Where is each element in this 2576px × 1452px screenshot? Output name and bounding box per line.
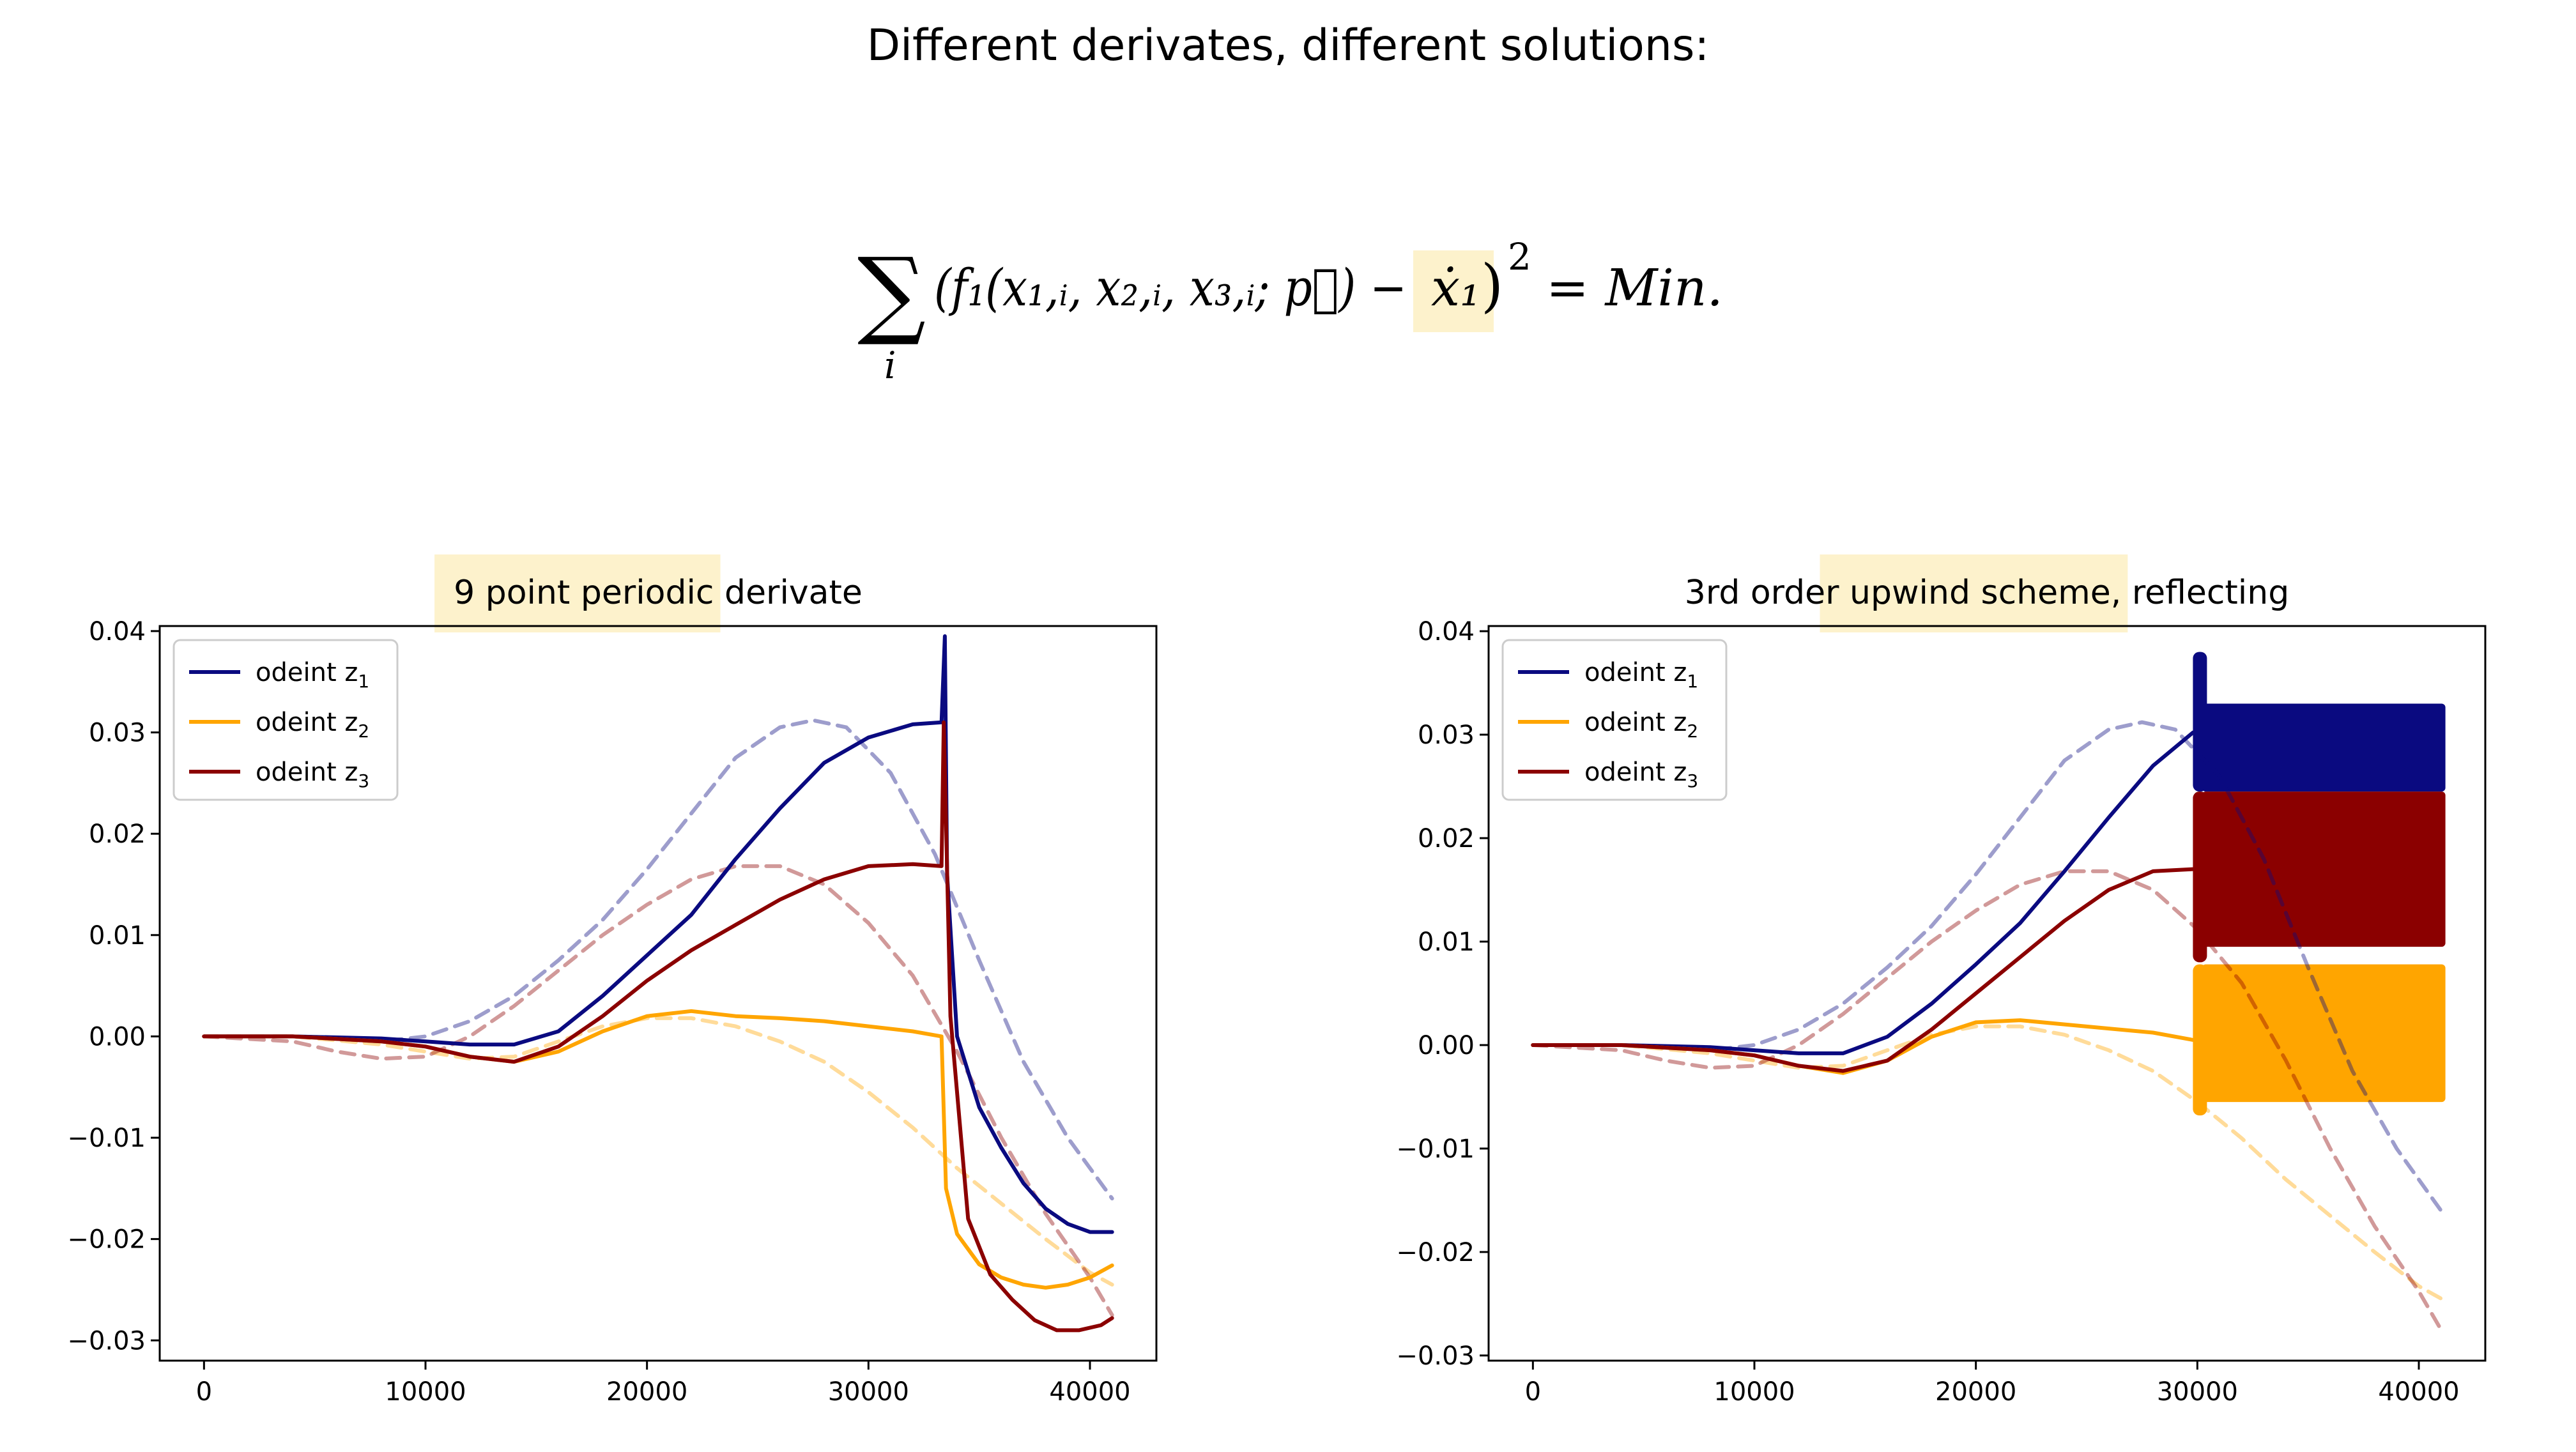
slide-title: Different derivates, different solutions… — [866, 20, 1710, 71]
chart-0-ytick-label-3: 0.01 — [89, 921, 146, 951]
chart-1-series-2-solid — [1531, 867, 2195, 1073]
chart-1-series-4-dashed — [1531, 1024, 2443, 1301]
chart-1-ytick-label-7: −0.03 — [1396, 1341, 1475, 1371]
chart-0-plot-area — [202, 634, 1114, 1333]
chart-0-legend-box — [172, 639, 399, 801]
chart-0-ytick-label-2: 0.02 — [89, 820, 146, 849]
chart-0-xtick-label-1: 10000 — [385, 1377, 466, 1407]
chart-1-xtick-label-4: 40000 — [2378, 1377, 2459, 1407]
formula-close: ) — [1481, 252, 1503, 319]
chart-0-axes-frame — [158, 625, 1158, 1362]
chart-0-legend-label-sub-2: 3 — [358, 770, 369, 791]
formula-sum-index: i — [884, 344, 896, 387]
chart-0-title-text: 9 point periodic derivate — [454, 574, 862, 612]
chart-0-series-2-solid — [202, 720, 1114, 1333]
chart-0-ytick-label-5: −0.01 — [67, 1124, 146, 1153]
objective-formula: ∑ i (f₁(x₁,ᵢ, x₂,ᵢ, x₃,ᵢ; p⃗) − ẋ₁ ) 2 =… — [857, 235, 1723, 387]
chart-1-legend-label-main-0: odeint z — [1584, 658, 1687, 687]
chart-0-legend-label-2: odeint z3 — [256, 758, 369, 791]
chart-0-legend-label-main-2: odeint z — [256, 758, 358, 787]
chart-0-series-5-dashed — [202, 864, 1114, 1317]
chart-1-legend-label-main-1: odeint z — [1584, 708, 1687, 737]
formula-highlight — [1413, 250, 1494, 332]
chart-1-series-0-solid — [1531, 730, 2195, 1055]
chart-0-ytick-label-0: 0.04 — [89, 617, 146, 646]
chart-1-title-part-1: upwind scheme, — [1839, 574, 2122, 612]
chart-1-ytick-label-5: −0.01 — [1396, 1135, 1475, 1164]
chart-1-band-spike-2 — [2193, 964, 2207, 1116]
chart-0-ytick-label-7: −0.03 — [67, 1326, 146, 1356]
chart-1-ytick-label-2: 0.02 — [1418, 824, 1475, 853]
chart-0-series-4-dashed — [202, 1016, 1114, 1287]
chart-1-ytick-label-3: 0.01 — [1418, 928, 1475, 957]
chart-1-band-2 — [2202, 964, 2446, 1103]
chart-0-series-0-solid — [202, 634, 1114, 1234]
chart-1-title-part-0: 3rd order — [1685, 574, 1839, 612]
formula-body: (f₁(x₁,ᵢ, x₂,ᵢ, x₃,ᵢ; p⃗) − — [934, 258, 1407, 317]
chart-1-legend-label-0: odeint z1 — [1584, 658, 1698, 692]
chart-1-axes-frame — [1487, 625, 2487, 1362]
chart-0-xtick-label-2: 20000 — [606, 1377, 687, 1407]
chart-0-title: 9 point periodic derivate — [434, 554, 862, 632]
chart-1-band-1 — [2202, 791, 2446, 947]
chart-0-ytick-label-1: 0.03 — [89, 719, 146, 748]
chart-0-ytick-label-4: 0.00 — [89, 1022, 146, 1051]
chart-1-title-part-2: reflecting — [2121, 574, 2289, 612]
chart-1-title-text: 3rd order upwind scheme, reflecting — [1685, 574, 2289, 612]
chart-1-xtick-label-0: 0 — [1525, 1377, 1541, 1407]
chart-1-series-5-dashed — [1531, 869, 2443, 1332]
chart-1-title-highlight-1 — [1820, 554, 2128, 632]
chart-1-ytick-label-6: −0.02 — [1396, 1238, 1475, 1267]
chart-1-plot-area — [1531, 652, 2446, 1332]
chart-1-band-0 — [2202, 703, 2446, 792]
chart-0-legend-label-sub-0: 1 — [358, 671, 369, 692]
chart-0-legend-label-1: odeint z2 — [256, 708, 369, 742]
chart-3rd-order-upwind: 3rd order upwind scheme, reflecting 0 1000… — [1396, 554, 2487, 1407]
chart-1-band-spike-0 — [2193, 652, 2207, 792]
chart-1-title: 3rd order upwind scheme, reflecting — [1685, 554, 2289, 632]
chart-0-xtick-label-0: 0 — [196, 1377, 212, 1407]
chart-1-ytick-label-4: 0.00 — [1418, 1031, 1475, 1060]
formula-exponent: 2 — [1508, 235, 1531, 279]
chart-1-xtick-label-3: 30000 — [2157, 1377, 2238, 1407]
formula-sum-symbol: ∑ — [857, 238, 926, 349]
chart-1-series-3-dashed — [1531, 720, 2443, 1213]
chart-1-legend-label-1: odeint z2 — [1584, 708, 1698, 742]
chart-0-title-highlight-0 — [434, 554, 721, 632]
formula-rhs: = Min. — [1546, 258, 1723, 317]
chart-1-xtick-label-1: 10000 — [1713, 1377, 1795, 1407]
chart-1-xtick-label-2: 20000 — [1935, 1377, 2016, 1407]
chart-0-title-part-0: 9 point periodic — [454, 574, 714, 612]
chart-1-legend-label-2: odeint z3 — [1584, 758, 1698, 791]
chart-0-series-3-dashed — [202, 718, 1114, 1201]
chart-1-legend-label-sub-0: 1 — [1687, 671, 1698, 692]
chart-0-legend-label-sub-1: 2 — [358, 721, 369, 742]
chart-0-title-part-1: derivate — [714, 574, 862, 612]
chart-0-legend-label-main-0: odeint z — [256, 658, 358, 687]
chart-1-legend-label-sub-1: 2 — [1687, 721, 1698, 742]
formula-highlighted-term: ẋ₁ — [1431, 258, 1480, 317]
chart-1-ytick-label-0: 0.04 — [1418, 617, 1475, 646]
chart-9-point-periodic: 9 point periodic derivate 0 10000 20000 3000… — [67, 554, 1158, 1407]
chart-0-xtick-label-4: 40000 — [1049, 1377, 1130, 1407]
chart-1-band-spike-1 — [2193, 791, 2207, 963]
chart-0-ytick-label-6: −0.02 — [67, 1225, 146, 1255]
chart-1-legend-box — [1501, 639, 1728, 801]
chart-0-legend-label-main-1: odeint z — [256, 708, 358, 737]
chart-0-xtick-label-3: 30000 — [828, 1377, 909, 1407]
chart-1-legend-label-sub-2: 3 — [1687, 770, 1698, 791]
chart-0-legend-label-0: odeint z1 — [256, 658, 369, 692]
chart-1-legend-label-main-2: odeint z — [1584, 758, 1687, 787]
chart-1-ytick-label-1: 0.03 — [1418, 721, 1475, 750]
